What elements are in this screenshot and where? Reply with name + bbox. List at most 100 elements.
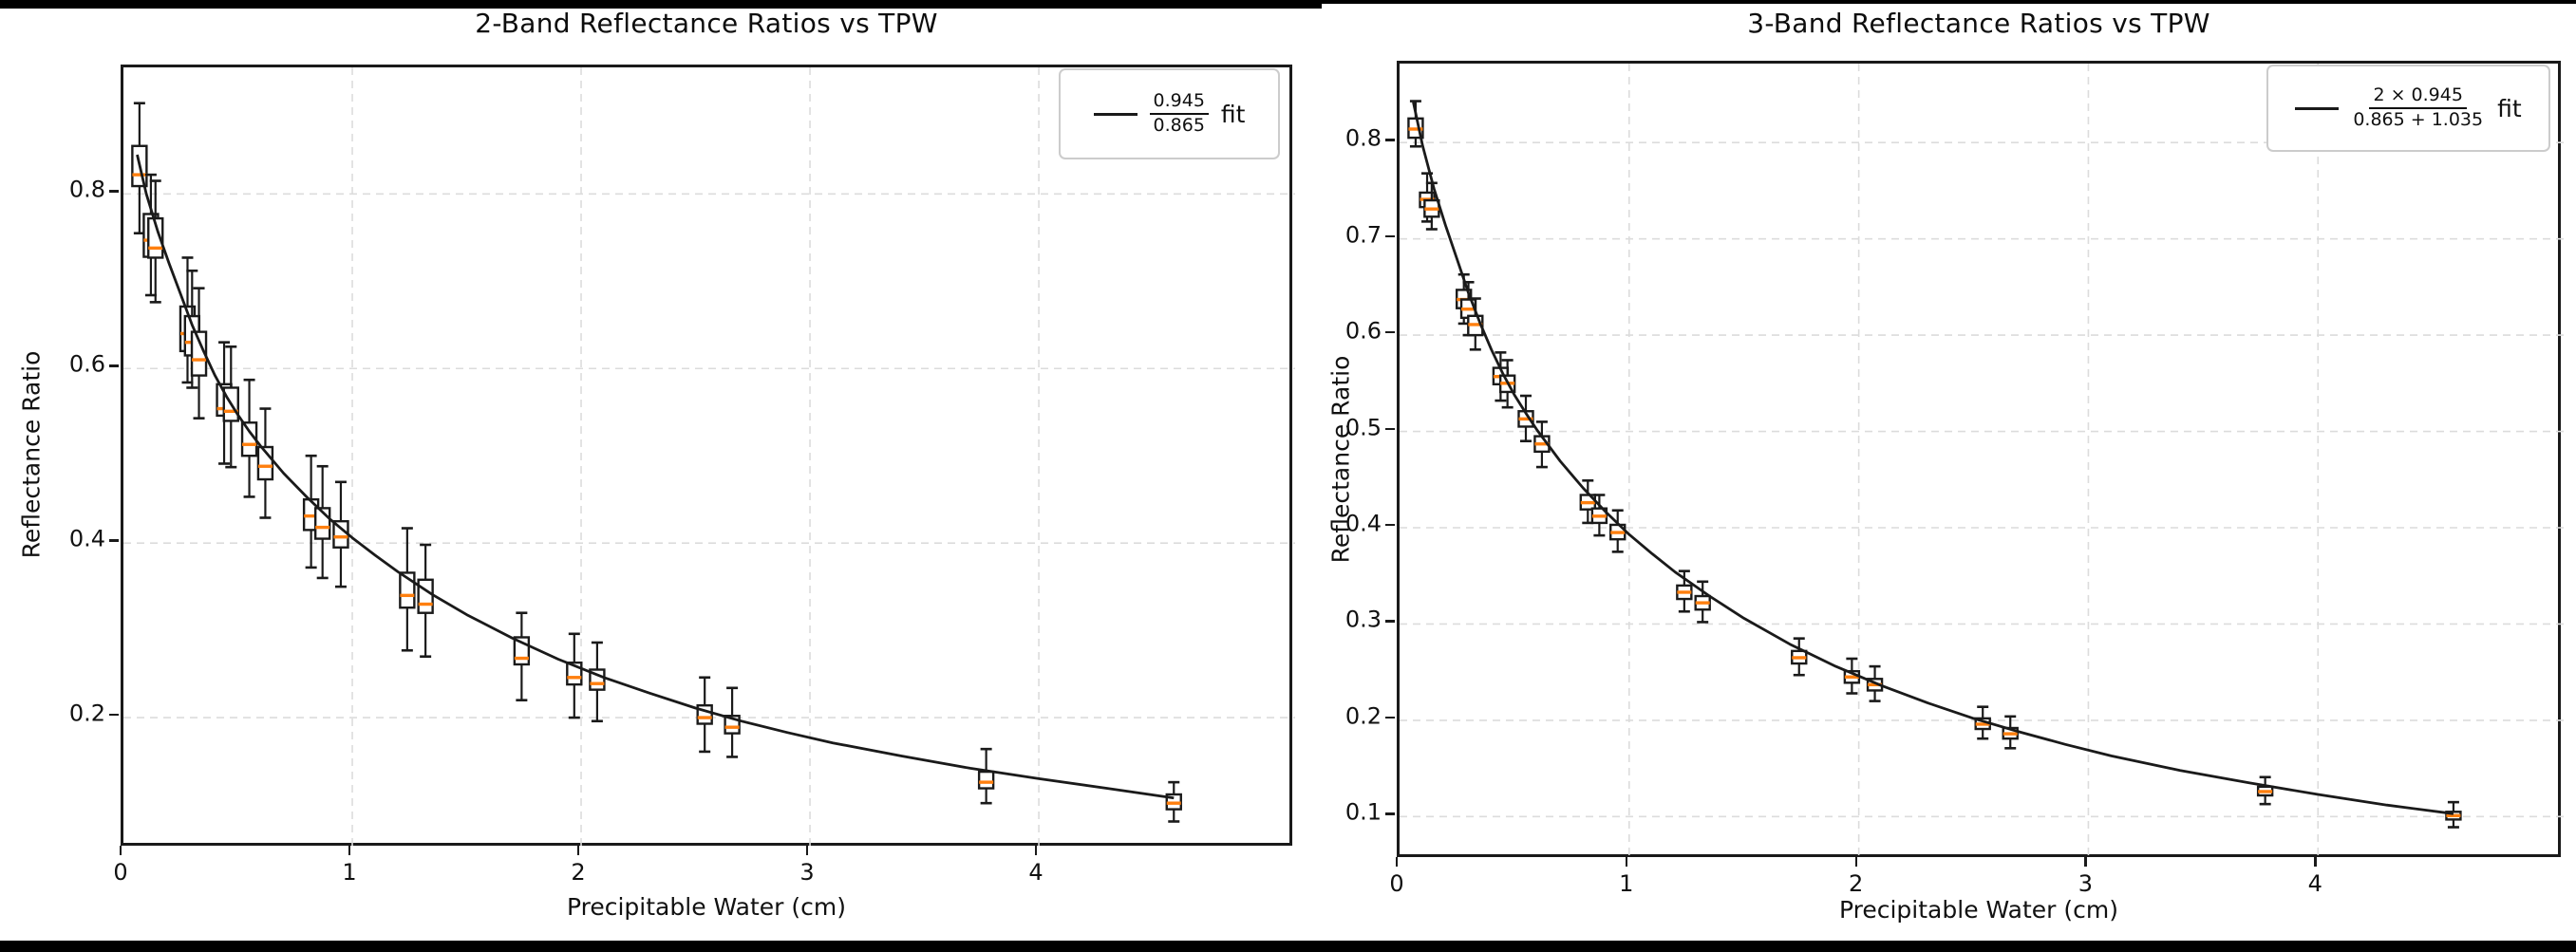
chart-title: 3-Band Reflectance Ratios vs TPW: [1747, 8, 2210, 39]
legend-fraction: 2 × 0.945 0.865 + 1.035: [2351, 84, 2485, 132]
boxplot: [2002, 715, 2019, 750]
x-tick-label: 4: [2307, 870, 2322, 897]
x-tick-label: 3: [799, 859, 815, 886]
x-tick-label: 2: [1848, 870, 1864, 897]
boxplot: [589, 641, 606, 723]
boxplot: [190, 287, 208, 420]
x-tick-label: 4: [1028, 859, 1044, 886]
chart-3band: 3-Band Reflectance Ratios vs TPW Reflect…: [1315, 0, 2576, 935]
boxplot: [977, 747, 995, 805]
legend-fraction: 0.945 0.865: [1149, 90, 1209, 138]
x-tick-label: 0: [1389, 870, 1404, 897]
x-tick-mark: [2084, 857, 2087, 867]
fit-line-sample: [2295, 106, 2340, 110]
boxplot: [1590, 494, 1608, 537]
x-tick-mark: [1854, 857, 1858, 867]
fit-line: [136, 154, 1175, 800]
y-tick-label: 0.3: [1344, 607, 1382, 634]
chart-2band: 2-Band Reflectance Ratios vs TPW Reflect…: [18, 8, 1295, 921]
y-tick-label: 0.7: [1344, 221, 1382, 249]
boxplot: [1694, 580, 1711, 624]
x-tick-label: 0: [113, 859, 128, 886]
y-tick-label: 0.8: [1344, 124, 1382, 152]
plot-area: [121, 65, 1295, 849]
x-axis-label: Precipitable Water (cm): [1839, 896, 2118, 924]
boxplot: [2445, 800, 2462, 829]
boxplot: [513, 611, 531, 701]
boxplot: [1609, 509, 1626, 553]
legend: 0.945 0.865 fit: [1059, 68, 1280, 159]
x-tick-mark: [806, 846, 809, 855]
boxplot: [1791, 637, 1808, 677]
boxplot: [332, 480, 349, 588]
y-tick-mark: [1385, 716, 1395, 719]
top-black-bar-right: [1322, 0, 2576, 4]
x-tick-mark: [120, 846, 122, 855]
boxplot: [313, 464, 331, 580]
boxplot: [256, 407, 274, 519]
fit-line-sample: [1093, 112, 1138, 116]
x-axis-label: Precipitable Water (cm): [567, 893, 846, 921]
boxplot: [1165, 780, 1182, 823]
y-tick-label: 0.2: [68, 700, 105, 727]
fit-line: [1412, 102, 2454, 815]
y-tick-mark: [109, 364, 119, 367]
x-tick-mark: [1625, 857, 1628, 867]
boxplot: [240, 378, 258, 498]
boxplot: [147, 179, 164, 304]
x-tick-mark: [1035, 846, 1038, 855]
x-tick-label: 3: [2078, 870, 2094, 897]
box: [977, 770, 995, 790]
chart-title: 2-Band Reflectance Ratios vs TPW: [475, 8, 938, 39]
y-tick-label: 0.4: [1344, 510, 1382, 537]
plot-area: [1397, 61, 2564, 860]
boxplot: [222, 345, 239, 469]
y-tick-label: 0.4: [68, 525, 105, 552]
x-tick-mark: [577, 846, 580, 855]
fraction-denominator: 0.865 + 1.035: [2353, 109, 2484, 130]
fraction-numerator: 2 × 0.945: [2369, 84, 2467, 109]
y-tick-mark: [1385, 523, 1395, 527]
y-tick-mark: [109, 539, 119, 542]
y-tick-mark: [1385, 331, 1395, 334]
y-tick-mark: [1385, 812, 1395, 815]
box: [417, 578, 434, 614]
boxplot: [399, 527, 416, 652]
boxplot: [1866, 664, 1884, 702]
boxplot: [417, 543, 434, 658]
x-tick-label: 1: [1619, 870, 1634, 897]
y-tick-mark: [1385, 139, 1395, 141]
boxplot: [566, 632, 583, 719]
x-tick-mark: [1396, 857, 1399, 867]
boxplot: [1676, 569, 1693, 613]
bottom-black-bar: [0, 941, 2576, 952]
plot-svg: [123, 67, 1295, 849]
y-tick-label: 0.6: [68, 350, 105, 378]
y-tick-mark: [1385, 234, 1395, 238]
x-tick-mark: [2314, 857, 2317, 867]
y-tick-mark: [1385, 427, 1395, 430]
boxplot: [1423, 181, 1440, 231]
boxplot: [696, 676, 713, 754]
fraction-denominator: 0.865: [1153, 115, 1205, 136]
legend: 2 × 0.945 0.865 + 1.035 fit: [2266, 65, 2550, 152]
y-tick-label: 0.1: [1344, 798, 1382, 826]
boxplot: [2256, 775, 2274, 806]
legend-fit-label: fit: [1220, 100, 1246, 128]
plot-svg: [1400, 64, 2564, 860]
fraction-numerator: 0.945: [1149, 90, 1209, 115]
x-tick-label: 1: [342, 859, 357, 886]
y-tick-mark: [1385, 620, 1395, 623]
top-black-bar-left: [0, 0, 1322, 9]
boxplot: [1517, 394, 1534, 442]
y-tick-mark: [109, 190, 119, 193]
boxplot: [724, 686, 741, 758]
y-tick-label: 0.2: [1344, 702, 1382, 730]
y-tick-label: 0.8: [68, 176, 105, 203]
y-tick-label: 0.5: [1344, 414, 1382, 441]
x-tick-mark: [348, 846, 351, 855]
legend-fit-label: fit: [2497, 94, 2522, 122]
y-tick-label: 0.6: [1344, 317, 1382, 345]
x-tick-label: 2: [571, 859, 586, 886]
